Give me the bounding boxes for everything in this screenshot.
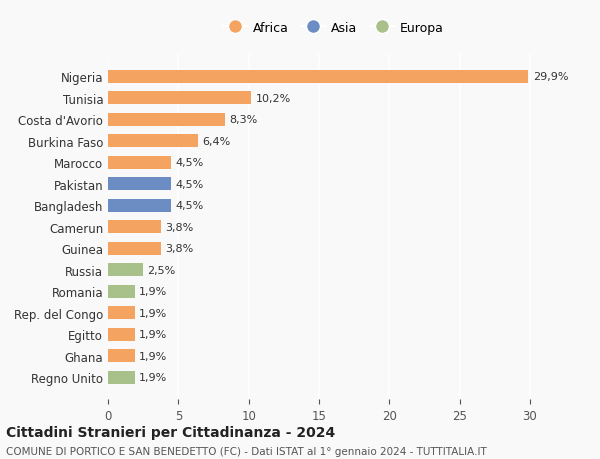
Bar [108,307,135,319]
Text: 1,9%: 1,9% [139,286,167,297]
Text: COMUNE DI PORTICO E SAN BENEDETTO (FC) - Dati ISTAT al 1° gennaio 2024 - TUTTITA: COMUNE DI PORTICO E SAN BENEDETTO (FC) -… [6,447,487,456]
Text: 2,5%: 2,5% [148,265,176,275]
Bar [108,92,251,105]
Bar [108,371,135,384]
Bar [108,221,161,234]
Bar [108,113,225,127]
Text: 1,9%: 1,9% [139,308,167,318]
Bar [108,263,143,276]
Text: 4,5%: 4,5% [176,179,204,189]
Text: 1,9%: 1,9% [139,330,167,339]
Text: 1,9%: 1,9% [139,372,167,382]
Bar [108,285,135,298]
Text: 1,9%: 1,9% [139,351,167,361]
Bar [108,349,135,362]
Text: 3,8%: 3,8% [166,244,194,254]
Bar [108,71,529,84]
Text: 4,5%: 4,5% [176,158,204,168]
Text: 4,5%: 4,5% [176,201,204,211]
Bar [108,178,171,191]
Bar [108,157,171,169]
Text: Cittadini Stranieri per Cittadinanza - 2024: Cittadini Stranieri per Cittadinanza - 2… [6,425,335,439]
Legend: Africa, Asia, Europa: Africa, Asia, Europa [218,17,449,39]
Bar [108,242,161,255]
Text: 3,8%: 3,8% [166,222,194,232]
Text: 10,2%: 10,2% [256,94,291,104]
Text: 29,9%: 29,9% [533,72,568,82]
Text: 6,4%: 6,4% [202,136,230,146]
Bar [108,328,135,341]
Bar [108,199,171,212]
Text: 8,3%: 8,3% [229,115,257,125]
Bar [108,135,198,148]
